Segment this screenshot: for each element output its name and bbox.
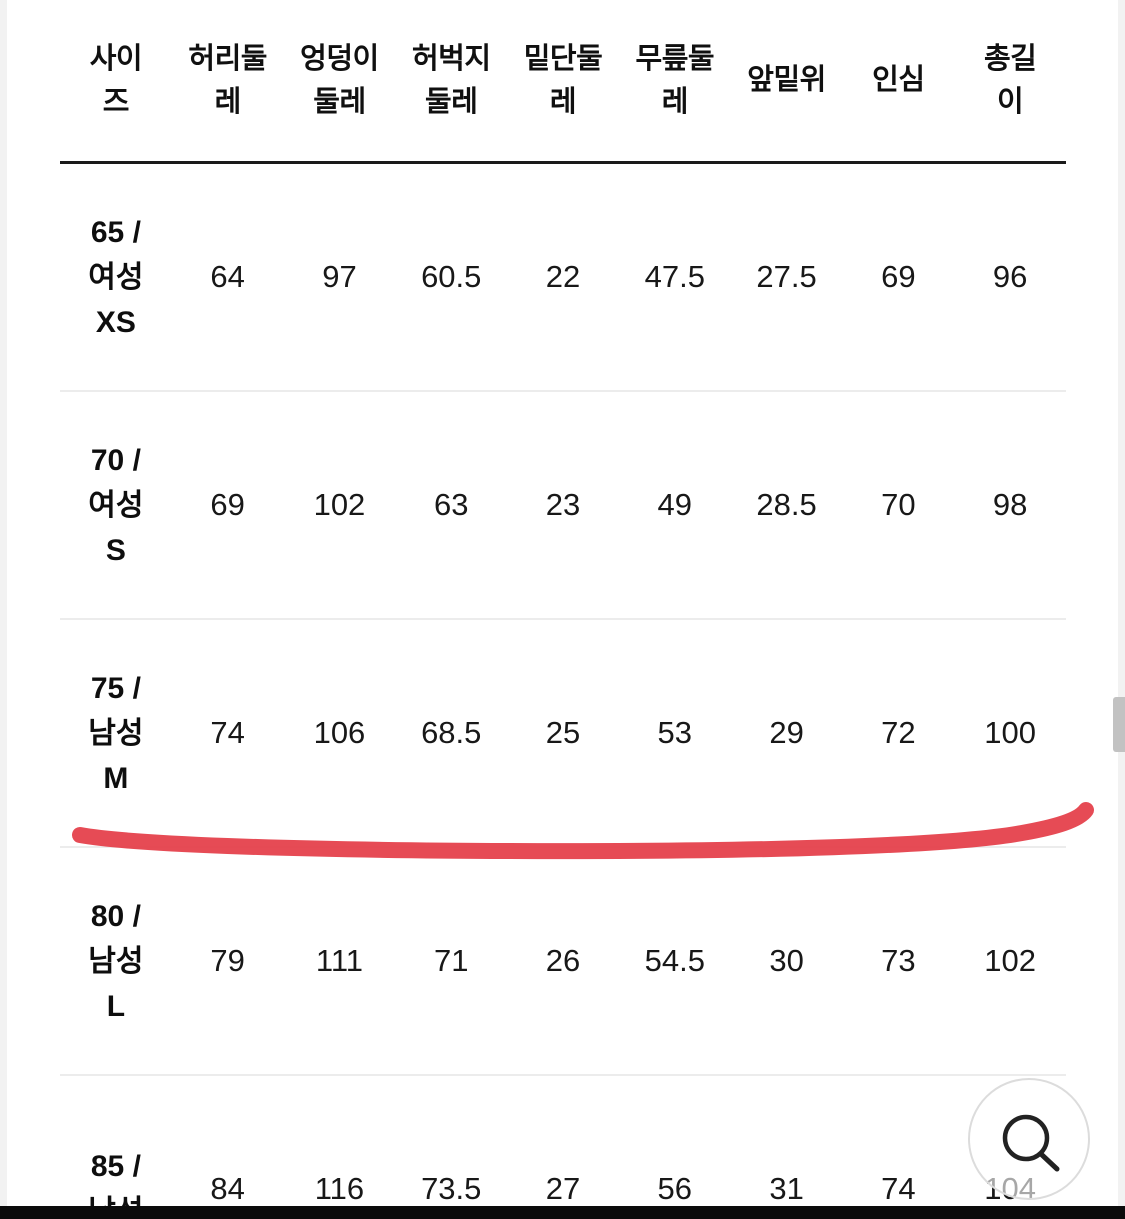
header-line: 앞밑위 (747, 64, 826, 96)
table-row-70-s: 70 / 여성 S 69 102 63 23 49 28.5 70 98 (60, 392, 1066, 620)
header-line: 레 (661, 85, 689, 118)
col-header-waist: 허리둘 레 (172, 38, 284, 124)
size-cell: 65 / 여성 XS (60, 210, 172, 345)
value-cell-front-rise: 28.5 (756, 487, 817, 522)
header-line: 레 (214, 85, 242, 118)
value-cell-inseam: 72 (881, 715, 916, 750)
value-cell-waist: 74 (210, 715, 245, 750)
value-cell-inseam: 69 (881, 259, 916, 294)
size-cell: 70 / 여성 S (60, 438, 172, 573)
col-header-inseam: 인심 (842, 59, 954, 102)
value-cell-hem: 23 (545, 487, 581, 522)
size-label-line: 75 / (90, 671, 141, 705)
table-row-75-m-highlighted: 75 / 남성 M 74 106 68.5 25 53 29 72 100 (60, 620, 1066, 848)
table-header-row: 사이 즈 허리둘 레 엉덩이 둘레 허벅지 둘레 밑단둘 레 무릎둘 레 (60, 0, 1066, 164)
size-label-line: S (105, 533, 126, 567)
value-cell-knee: 54.5 (644, 943, 705, 978)
size-label-line: 여성 (88, 488, 144, 522)
value-cell-thigh: 60.5 (421, 259, 482, 294)
value-cell-total-length: 100 (984, 715, 1036, 750)
header-line: 밑단둘 (523, 42, 603, 75)
value-cell-waist: 69 (210, 487, 245, 522)
value-cell-knee: 47.5 (644, 259, 705, 294)
header-line: 총길 (983, 42, 1037, 75)
value-cell-waist: 64 (210, 259, 245, 294)
value-cell-hip: 106 (313, 715, 366, 750)
header-line: 인심 (872, 64, 925, 96)
value-cell-hem: 27 (545, 1171, 581, 1206)
value-cell-total-length: 96 (992, 259, 1028, 294)
value-cell-hem: 26 (545, 943, 581, 978)
header-line: 사이 (89, 42, 143, 75)
value-cell-inseam: 70 (881, 487, 916, 522)
table-row-65-xs: 65 / 여성 XS 64 97 60.5 22 47.5 27.5 69 96 (60, 164, 1066, 392)
col-header-hem: 밑단둘 레 (507, 38, 619, 124)
header-line: 허벅지 (411, 42, 491, 75)
value-cell-thigh: 71 (433, 943, 469, 978)
value-cell-thigh: 68.5 (421, 715, 482, 750)
value-cell-hip: 116 (314, 1171, 365, 1206)
header-line: 허리둘 (188, 42, 267, 75)
header-line: 레 (549, 85, 577, 118)
value-cell-thigh: 63 (433, 487, 469, 522)
header-line: 둘레 (425, 85, 478, 118)
size-label-line: 여성 (88, 260, 144, 294)
size-label-line: 70 / (90, 443, 141, 477)
value-cell-front-rise: 27.5 (756, 259, 817, 294)
header-line: 무릎둘 (635, 42, 715, 75)
zoom-button[interactable] (968, 1078, 1090, 1200)
col-header-front-rise: 앞밑위 (731, 59, 843, 102)
size-label-line: 남성 (88, 716, 144, 750)
value-cell-hem: 25 (545, 715, 581, 750)
size-label-line: M (103, 761, 129, 795)
size-label-line: 65 / (90, 215, 141, 249)
size-label-line: 남성 (88, 944, 144, 978)
col-header-hip: 엉덩이 둘레 (284, 38, 396, 124)
size-label-line: 80 / (90, 899, 141, 933)
bottom-black-bar (0, 1206, 1125, 1219)
value-cell-waist: 84 (210, 1171, 245, 1206)
value-cell-front-rise: 29 (769, 715, 804, 750)
size-label-line: XS (95, 305, 136, 339)
col-header-knee: 무릎둘 레 (619, 38, 731, 124)
left-edge-strip (0, 0, 7, 1219)
value-cell-total-length: 102 (984, 943, 1036, 978)
value-cell-front-rise: 30 (769, 943, 804, 978)
size-cell: 75 / 남성 M (60, 666, 172, 801)
value-cell-inseam: 74 (881, 1171, 916, 1206)
value-cell-inseam: 73 (881, 943, 916, 978)
header-line: 즈 (102, 85, 130, 118)
header-line: 엉덩이 (300, 42, 379, 75)
size-chart-table: 사이 즈 허리둘 레 엉덩이 둘레 허벅지 둘레 밑단둘 레 무릎둘 레 (60, 0, 1066, 1219)
value-cell-knee: 53 (657, 715, 693, 750)
value-cell-hem: 22 (545, 259, 581, 294)
right-edge-strip (1118, 0, 1125, 1219)
magnifier-icon (1002, 1114, 1060, 1172)
size-cell: 80 / 남성 L (60, 894, 172, 1029)
value-cell-hip: 97 (322, 259, 357, 294)
value-cell-front-rise: 31 (769, 1171, 804, 1206)
value-cell-total-length: 98 (992, 487, 1028, 522)
value-cell-hip: 102 (313, 487, 366, 522)
value-cell-waist: 79 (210, 943, 245, 978)
col-header-total-length: 총길 이 (954, 38, 1066, 124)
size-label-line: 85 / (90, 1150, 141, 1183)
value-cell-knee: 56 (657, 1171, 693, 1206)
size-label-line: L (106, 989, 126, 1023)
value-cell-knee: 49 (657, 487, 693, 522)
scrollbar-thumb[interactable] (1113, 697, 1125, 752)
header-line: 둘레 (313, 85, 366, 118)
table-row-85: 85 / 남성 84 116 73.5 27 56 31 74 104 (60, 1076, 1066, 1219)
value-cell-hip: 111 (315, 943, 364, 978)
value-cell-thigh: 73.5 (421, 1171, 482, 1206)
col-header-size: 사이 즈 (60, 38, 172, 124)
table-row-80-l: 80 / 남성 L 79 111 71 26 54.5 30 73 102 (60, 848, 1066, 1076)
header-line: 이 (997, 85, 1024, 118)
col-header-thigh: 허벅지 둘레 (395, 38, 507, 124)
